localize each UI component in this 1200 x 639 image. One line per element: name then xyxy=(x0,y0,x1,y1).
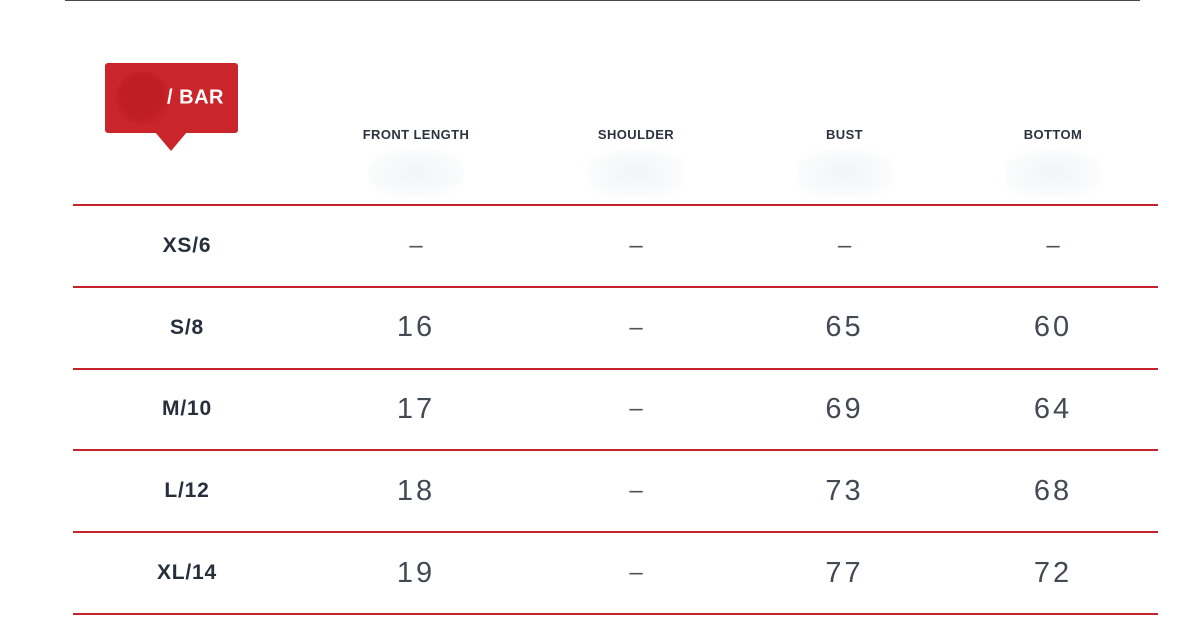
column-header-size xyxy=(73,126,301,198)
column-header-label: FRONT LENGTH xyxy=(362,127,470,142)
size-label-cell: L/12 xyxy=(164,479,210,503)
value-cell: 65 xyxy=(825,311,864,344)
ghost-icon xyxy=(1005,150,1101,198)
value-cell: 72 xyxy=(1033,556,1073,589)
column-header: SHOULDER xyxy=(531,126,741,198)
ghost-icon xyxy=(368,150,464,198)
brand-logo-circle-icon xyxy=(116,71,170,125)
value-cell: 73 xyxy=(825,474,864,507)
column-header-label: BUST xyxy=(826,127,863,142)
value-cell: 68 xyxy=(1033,474,1073,507)
table-header-row: FRONT LENGTH SHOULDER BUST BOTTOM xyxy=(73,126,1158,198)
value-cell: – xyxy=(629,231,643,259)
column-header-label: SHOULDER xyxy=(597,127,675,142)
value-cell: – xyxy=(629,477,643,505)
badge-pointer-icon xyxy=(155,132,187,151)
size-label-cell: XS/6 xyxy=(162,233,212,257)
value-cell: 19 xyxy=(396,556,436,589)
table-row: S/8 16 – 65 60 xyxy=(73,285,1158,368)
column-header: BUST xyxy=(741,126,948,198)
brand-badge: / BAR xyxy=(105,63,238,151)
size-label-cell: XL/14 xyxy=(156,561,218,585)
value-cell: 17 xyxy=(396,392,436,425)
value-cell: 77 xyxy=(825,556,864,589)
value-cell: – xyxy=(629,313,643,341)
table-row: L/12 18 – 73 68 xyxy=(73,449,1158,531)
value-cell: 16 xyxy=(396,311,436,344)
value-cell: – xyxy=(629,559,643,587)
ghost-icon xyxy=(588,150,684,198)
column-header: FRONT LENGTH xyxy=(301,126,531,198)
size-label-cell: M/10 xyxy=(162,397,212,421)
value-cell: 18 xyxy=(396,474,436,507)
badge-label: / BAR xyxy=(167,86,224,109)
value-cell: – xyxy=(409,231,423,259)
top-border-line xyxy=(65,0,1140,1)
value-cell: – xyxy=(1046,231,1060,259)
table-row: XS/6 – – – – xyxy=(73,204,1158,286)
value-cell: – xyxy=(837,231,852,259)
value-cell: – xyxy=(629,395,643,423)
table-row: M/10 17 – 69 64 xyxy=(73,367,1158,450)
size-label-cell: S/8 xyxy=(170,315,204,339)
column-header-label: BOTTOM xyxy=(1023,127,1083,142)
value-cell: 69 xyxy=(825,392,864,425)
table-row: XL/14 19 – 77 72 xyxy=(73,531,1158,613)
size-chart-table: XS/6 – – – – S/8 16 – 65 60 M/10 17 – 69 64 L/12 18 – 73 68… xyxy=(73,204,1158,615)
value-cell: 64 xyxy=(1033,392,1073,425)
value-cell: 60 xyxy=(1033,311,1073,344)
column-header: BOTTOM xyxy=(948,126,1158,198)
ghost-icon xyxy=(796,150,893,198)
